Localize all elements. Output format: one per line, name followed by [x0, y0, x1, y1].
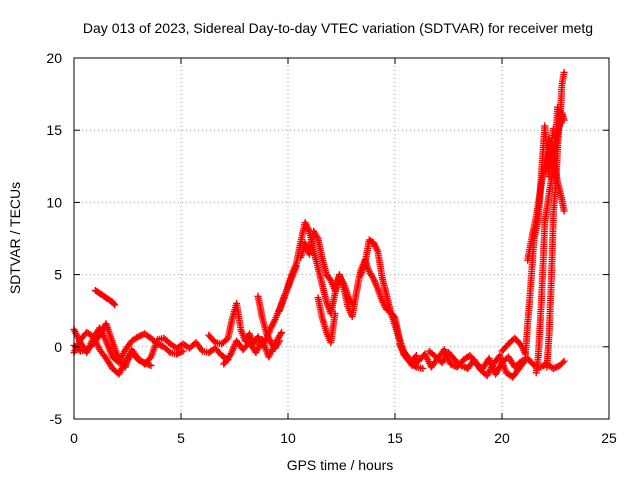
sdtvar-points-segment-16: [543, 109, 564, 371]
x-tick-label: 10: [280, 430, 296, 446]
x-tick-label: 0: [70, 430, 78, 446]
ticks-layer: 0 5 10 15 20 25 -5 0 5 10 15 20: [46, 50, 617, 446]
y-tick-label: 10: [46, 194, 62, 210]
x-axis-label: GPS time / hours: [287, 457, 394, 473]
y-tick-label: 15: [46, 122, 62, 138]
sdtvar-points-segment-13: [498, 68, 568, 358]
data-layer: [70, 68, 568, 381]
sdtvar-points-segment-12: [425, 347, 529, 381]
y-tick-label: -5: [50, 411, 63, 427]
sdtvar-points-segment-9: [314, 294, 339, 346]
sdtvar-points-segment-11: [395, 340, 568, 378]
y-axis-label: SDTVAR / TECUs: [7, 182, 23, 294]
y-tick-label: 5: [54, 267, 62, 283]
x-tick-label: 15: [387, 430, 403, 446]
plot-frame: [73, 57, 610, 420]
sdtvar-points-segment-4: [205, 262, 301, 349]
sdtvar-points-segment-14: [524, 135, 568, 264]
x-tick-label: 20: [494, 430, 510, 446]
sdtvar-points-segment-6: [254, 292, 283, 352]
y-tick-label: 20: [46, 50, 62, 66]
sdtvar-points-segment-10: [357, 236, 427, 372]
sdtvar-points-segment-3: [91, 287, 119, 309]
x-tick-label: 5: [177, 430, 185, 446]
x-tick-label: 25: [601, 430, 617, 446]
y-tick-label: 0: [54, 339, 62, 355]
chart-title: Day 013 of 2023, Sidereal Day-to-day VTE…: [83, 20, 593, 36]
sdtvar-points-segment-8: [297, 227, 356, 307]
